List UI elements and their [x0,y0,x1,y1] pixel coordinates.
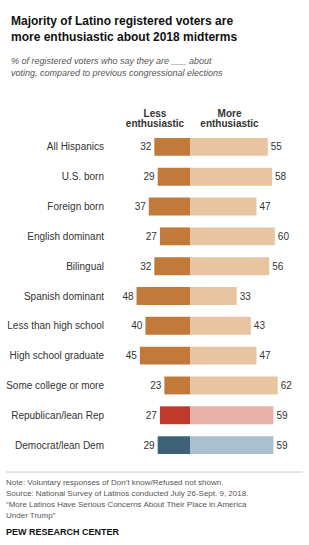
svg-text:enthusiastic: enthusiastic [200,118,259,129]
svg-text:60: 60 [278,231,290,242]
svg-text:English dominant: English dominant [27,231,104,242]
svg-text:32: 32 [140,141,152,152]
svg-text:Some college or more: Some college or more [6,380,104,391]
svg-text:47: 47 [259,350,271,361]
svg-text:Bilingual: Bilingual [66,261,104,272]
svg-text:47: 47 [259,201,271,212]
svg-text:Foreign born: Foreign born [47,201,104,212]
svg-text:37: 37 [135,201,147,212]
svg-text:62: 62 [281,380,293,391]
svg-text:59: 59 [276,410,288,421]
svg-text:27: 27 [146,231,158,242]
svg-text:43: 43 [254,320,266,331]
svg-text:Republican/lean Rep: Republican/lean Rep [11,410,104,421]
svg-text:Source: National Survey of Lat: Source: National Survey of Latinos condu… [6,489,248,498]
svg-text:Spanish dominant: Spanish dominant [24,291,104,302]
svg-text:29: 29 [144,171,156,182]
svg-text:58: 58 [275,171,287,182]
svg-text:32: 32 [140,261,152,272]
svg-text:voting, compared to previous c: voting, compared to previous congression… [11,68,223,78]
svg-text:Less than high school: Less than high school [7,320,104,331]
svg-text:40: 40 [131,320,143,331]
svg-text:56: 56 [272,261,284,272]
svg-text:48: 48 [122,291,134,302]
svg-text:All Hispanics: All Hispanics [47,141,104,152]
svg-text:Under Trump”: Under Trump” [6,511,56,520]
svg-text:27: 27 [146,410,158,421]
svg-text:23: 23 [150,380,162,391]
svg-text:PEW RESEARCH CENTER: PEW RESEARCH CENTER [6,527,120,537]
svg-text:more enthusiastic about 2018 m: more enthusiastic about 2018 midterms [11,30,237,44]
svg-text:45: 45 [126,350,138,361]
svg-text:U.S. born: U.S. born [62,171,104,182]
svg-text:“More Latinos Have Serious Con: “More Latinos Have Serious Concerns Abou… [6,500,247,509]
svg-text:55: 55 [271,141,283,152]
svg-text:High school graduate: High school graduate [9,350,104,361]
svg-text:Majority of Latino registered: Majority of Latino registered voters are [11,14,233,28]
svg-text:33: 33 [240,291,252,302]
svg-text:Less: Less [143,107,167,119]
svg-text:% of registered voters who say: % of registered voters who say they are … [11,56,212,66]
svg-text:More: More [217,107,242,119]
svg-text:enthusiastic: enthusiastic [126,118,185,129]
svg-text:Note: Voluntary responses of D: Note: Voluntary responses of Don’t know/… [6,478,223,487]
svg-text:Democrat/lean Dem: Democrat/lean Dem [15,440,104,451]
svg-text:59: 59 [276,440,288,451]
svg-text:29: 29 [144,440,156,451]
